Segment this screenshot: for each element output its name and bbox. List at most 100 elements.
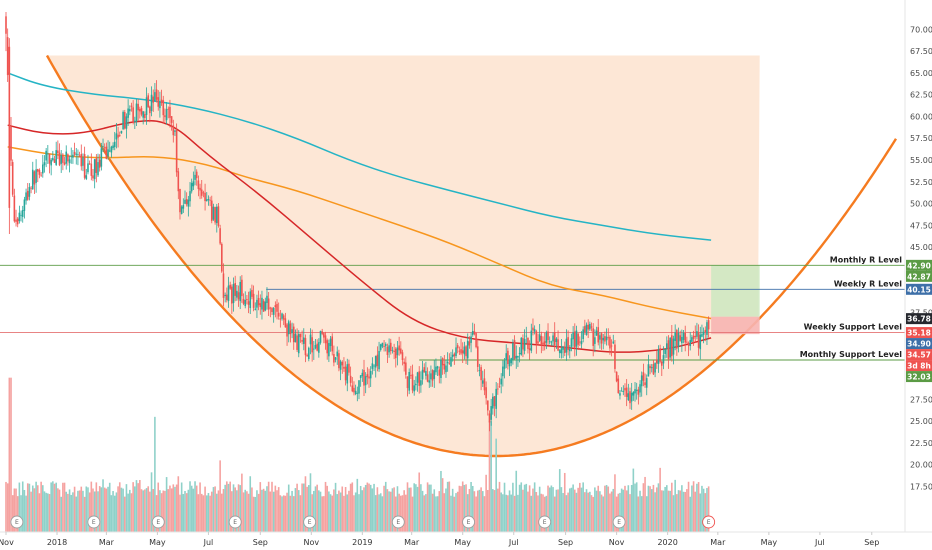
volume-bar: [400, 495, 402, 532]
candle-body: [301, 339, 303, 342]
volume-bar: [6, 483, 9, 532]
candle-body: [512, 343, 514, 360]
candle-body: [552, 335, 554, 342]
volume-bar: [605, 484, 608, 532]
earnings-marker-label: E: [308, 519, 312, 526]
volume-bar: [195, 485, 198, 532]
candle-body: [204, 192, 206, 202]
candle-body: [333, 354, 335, 363]
candle-body: [585, 324, 588, 335]
price-badge-label: 35.18: [907, 329, 931, 338]
candle-body: [563, 347, 566, 353]
volume-bar: [440, 470, 442, 532]
candle-body: [154, 92, 156, 101]
candle-body: [70, 156, 73, 158]
candle-body: [319, 330, 322, 343]
candle-body: [389, 342, 392, 352]
volume-bar: [667, 490, 670, 532]
volume-bar: [282, 495, 285, 532]
volume-bar: [338, 490, 340, 532]
candle-body: [160, 99, 163, 104]
volume-bar: [25, 495, 27, 532]
candle-body: [487, 400, 489, 411]
candle-body: [210, 200, 213, 221]
volume-bar: [563, 472, 566, 532]
price-badge-label: 3d 8h: [907, 362, 931, 371]
candle-body: [393, 350, 395, 352]
candle-body: [316, 343, 318, 351]
candle-body: [78, 155, 81, 157]
volume-bar: [102, 479, 104, 532]
candle-body: [73, 151, 76, 155]
volume-bar: [568, 488, 571, 532]
volume-bar: [435, 496, 437, 532]
volume-bar: [381, 496, 384, 532]
level-labels: Monthly R Level Weekly R Level Weekly Supp…: [800, 255, 903, 359]
candle-body: [612, 341, 615, 344]
volume-bar: [200, 493, 203, 532]
volume-bar: [620, 488, 623, 532]
volume-bar: [585, 489, 588, 532]
volume-bar: [671, 482, 673, 532]
candle-body: [542, 342, 544, 345]
volume-bar: [354, 492, 357, 532]
candle-body: [555, 338, 558, 342]
candle-body: [306, 355, 308, 357]
volume-bar: [18, 482, 21, 532]
volume-bar: [426, 482, 429, 532]
candle-body: [152, 96, 155, 103]
volume-bar: [65, 491, 68, 532]
volume-bar: [67, 493, 69, 532]
candle-body: [26, 190, 29, 200]
volume-bar: [517, 494, 519, 532]
earnings-marker-label: E: [156, 519, 160, 526]
candle-body: [184, 199, 186, 204]
volume-bar: [431, 493, 434, 532]
candle-body: [215, 206, 218, 224]
candle-body: [386, 346, 389, 355]
volume-bar: [512, 482, 514, 532]
time-axis[interactable]: Nov 2018 Mar May Jul Sep Nov 2019 Mar May Jul Sep No…: [0, 532, 879, 547]
volume-bar: [348, 490, 350, 532]
volume-bar: [594, 487, 596, 532]
volume-bar: [438, 491, 441, 532]
volume-bar: [88, 492, 91, 532]
candle-body: [406, 376, 409, 389]
volume-bar: [522, 489, 524, 532]
volume-bar: [599, 491, 601, 532]
volume-bar: [466, 494, 469, 532]
volume-bar: [520, 482, 523, 532]
volume-bar: [433, 489, 436, 532]
volume-bar: [707, 486, 710, 532]
volume-bar: [77, 490, 79, 532]
price-badge: [906, 371, 932, 383]
candle-body: [570, 338, 573, 347]
volume-bar: [592, 496, 594, 532]
volume-bar: [226, 481, 228, 532]
candle-body: [468, 341, 471, 346]
candle-body: [446, 361, 449, 364]
candle-body: [147, 95, 149, 108]
price-tick-label: 65.00: [910, 69, 932, 78]
candle-body: [605, 336, 608, 341]
volume-bar: [157, 482, 160, 532]
candle-body: [503, 360, 506, 369]
candle-body: [127, 108, 129, 118]
volume-bar: [376, 487, 379, 532]
volume-bar: [120, 487, 123, 532]
volume-bar: [528, 485, 531, 532]
volume-bar: [140, 489, 143, 532]
candle-body: [696, 331, 698, 337]
volume-bar: [328, 491, 330, 532]
candle-body: [267, 298, 270, 310]
candle-body: [52, 157, 54, 161]
volume-bar: [241, 473, 243, 532]
volume-bar: [483, 496, 486, 532]
candle-body: [369, 371, 372, 379]
candle-body: [485, 387, 487, 399]
candle-body: [321, 331, 323, 334]
volume-bar: [373, 483, 375, 532]
volume-bar: [292, 496, 295, 532]
volume-bar: [272, 491, 275, 532]
